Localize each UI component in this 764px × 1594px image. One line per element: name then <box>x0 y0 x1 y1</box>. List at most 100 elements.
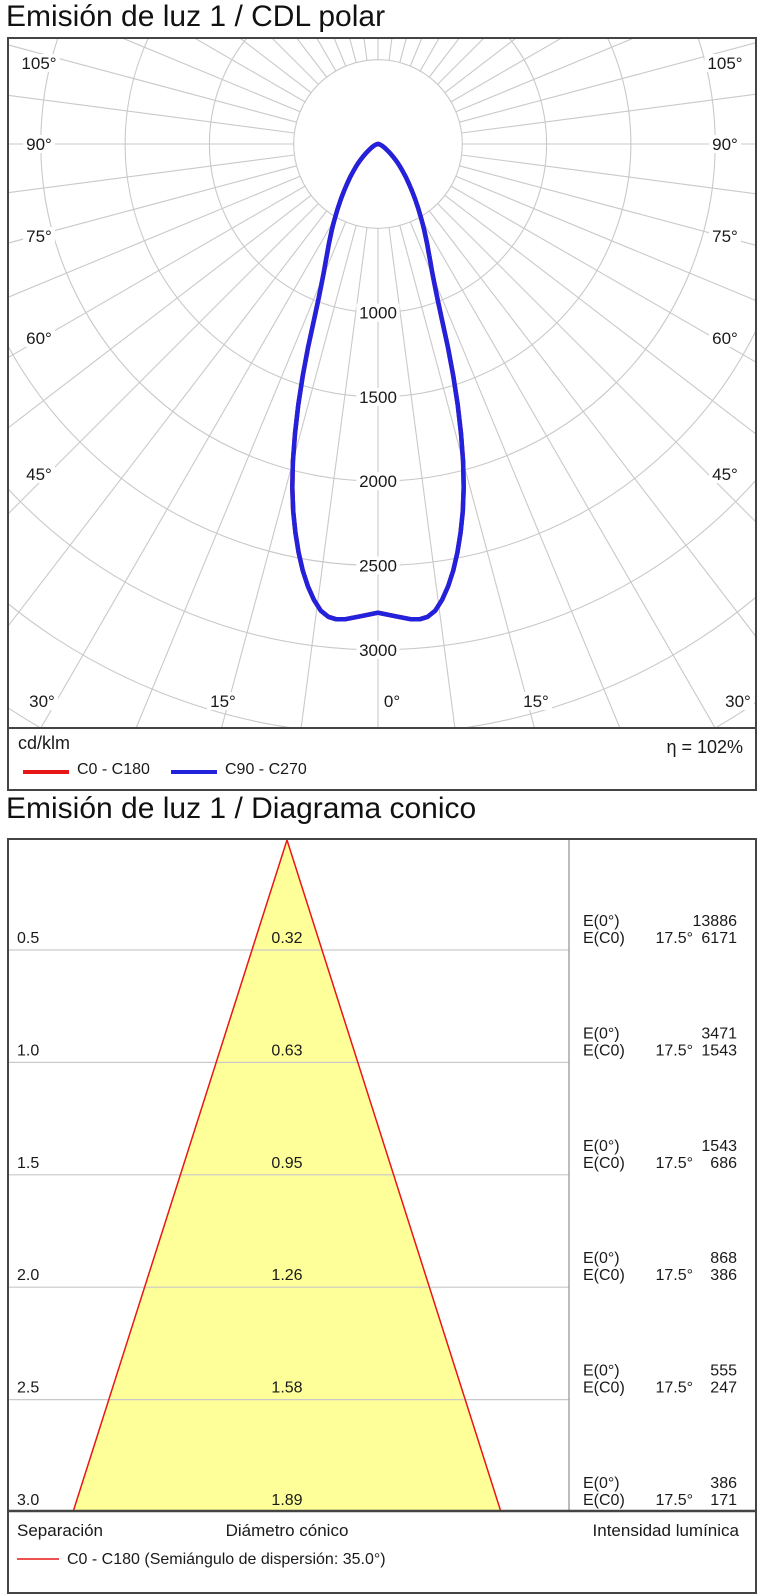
ec0-value: 247 <box>710 1380 737 1397</box>
footer-separation-label: Separación <box>17 1521 103 1540</box>
angle-label-bg <box>207 692 239 710</box>
e0-value: 3471 <box>701 1025 737 1042</box>
polar-grid-spoke <box>461 93 755 134</box>
polar-grid-spoke <box>399 225 535 727</box>
e0-value: 386 <box>710 1475 737 1492</box>
cone-diameter-value: 0.32 <box>271 930 302 947</box>
legend-label-c0-c180: C0 - C180 <box>77 761 150 778</box>
polar-grid-spoke <box>450 185 755 363</box>
e0-label: E(0°) <box>583 1138 620 1155</box>
polar-grid-spoke <box>9 165 297 244</box>
polar-chart-title: Emisión de luz 1 / CDL polar <box>6 0 386 33</box>
angle-label: 90° <box>712 135 738 154</box>
separation-value: 3.0 <box>17 1492 39 1509</box>
angle-label: 105° <box>21 54 56 73</box>
e0-label: E(0°) <box>583 913 620 930</box>
e0-value: 13886 <box>693 913 738 930</box>
angle-label-bg <box>709 227 741 245</box>
ring-label-bg <box>356 303 400 322</box>
ec0-value: 1543 <box>701 1042 737 1059</box>
polar-grid-ring <box>9 702 755 727</box>
ec0-label: E(C0) <box>583 930 625 947</box>
legend-line-c90-c270 <box>171 770 217 774</box>
separation-value: 2.5 <box>17 1380 39 1397</box>
cone-diameter-value: 0.95 <box>271 1155 302 1172</box>
polar-grid-spoke <box>409 39 423 67</box>
e0-label: E(0°) <box>583 1363 620 1380</box>
ring-value-label: 2500 <box>359 557 397 576</box>
angle-label: 30° <box>29 692 55 711</box>
ring-label-bg <box>356 387 400 406</box>
e0-value: 555 <box>710 1363 737 1380</box>
ring-value-label: 2000 <box>359 472 397 491</box>
angle-label: 30° <box>725 692 751 711</box>
ec0-angle: 17.5° <box>655 1380 693 1397</box>
ec0-label: E(C0) <box>583 1267 625 1284</box>
polar-grid-spoke <box>135 221 347 727</box>
ec0-value: 171 <box>710 1492 737 1509</box>
e0-value: 1543 <box>701 1138 737 1155</box>
cone-beam-outline <box>72 840 502 1513</box>
angle-label: 15° <box>210 692 236 711</box>
angle-label-bg <box>380 692 404 710</box>
angle-label-bg <box>23 329 55 347</box>
polar-grid-spoke <box>409 221 621 727</box>
polar-grid-spoke <box>388 227 456 727</box>
polar-grid-spoke <box>333 39 347 67</box>
polar-grid-spoke <box>428 210 755 637</box>
ec0-label: E(C0) <box>583 1042 625 1059</box>
ec0-value: 686 <box>710 1155 737 1172</box>
polar-diagram: 1000 1500 2000 2500 3000 105° 90° 75° 60° 45° 105°… <box>9 39 755 727</box>
polar-grid-spoke <box>9 194 312 428</box>
polar-legend: cd/klm η = 102% C0 - C180 C90 - C270 <box>9 727 755 789</box>
polar-chart-box: 1000 1500 2000 2500 3000 105° 90° 75° 60° 45° 105°… <box>7 37 757 791</box>
ec0-value: 6171 <box>701 930 737 947</box>
angle-label-bg <box>709 465 741 483</box>
polar-grid-spoke <box>9 203 319 514</box>
ec0-value: 386 <box>710 1267 737 1284</box>
ec0-angle: 17.5° <box>655 1492 693 1509</box>
e0-label: E(0°) <box>583 1250 620 1267</box>
ec0-label: E(C0) <box>583 1492 625 1509</box>
cone-diagram: 0.5 0.32 E(0°) 13886 E(C0) 17.5° 6171 1.0 0.63 E(… <box>9 840 755 1568</box>
ec0-angle: 17.5° <box>655 1042 693 1059</box>
polar-grid-spoke <box>461 154 755 195</box>
footer-diameter-label: Diámetro cónico <box>226 1521 349 1540</box>
separation-value: 1.0 <box>17 1042 39 1059</box>
angle-label-bg <box>23 227 55 245</box>
polar-grid-spoke <box>9 185 306 358</box>
cone-diameter-value: 1.58 <box>271 1380 302 1397</box>
angle-label-bg <box>23 135 55 153</box>
polar-grid-spoke <box>455 39 633 113</box>
angle-label-bg <box>709 329 741 347</box>
angle-label: 15° <box>523 692 549 711</box>
angle-label-bg <box>520 692 552 710</box>
cone-legend-label: C0 - C180 (Semiángulo de dispersión: 35.… <box>67 1551 386 1568</box>
unit-label: cd/klm <box>18 733 71 753</box>
cone-diameter-value: 1.89 <box>271 1492 302 1509</box>
legend-line-c0-c180 <box>23 770 69 774</box>
ec0-angle: 17.5° <box>655 1155 693 1172</box>
ring-label-bg <box>356 472 400 491</box>
e0-value: 868 <box>710 1250 737 1267</box>
ec0-label: E(C0) <box>583 1155 625 1172</box>
ec0-label: E(C0) <box>583 1380 625 1397</box>
angle-label: 105° <box>707 54 742 73</box>
angle-label-bg <box>23 465 55 483</box>
cone-beam-fill <box>73 840 501 1512</box>
efficiency-label: η = 102% <box>666 737 743 757</box>
angle-label-bg <box>26 692 58 710</box>
ring-label-bg <box>356 640 400 659</box>
polar-grid-spoke <box>9 175 301 298</box>
angle-label: 90° <box>26 135 52 154</box>
polar-grid-spoke <box>221 225 357 727</box>
e0-label: E(0°) <box>583 1025 620 1042</box>
polar-grid-spoke <box>123 39 301 113</box>
cone-chart-title: Emisión de luz 1 / Diagrama conico <box>6 792 477 825</box>
cone-diameter-value: 0.63 <box>271 1042 302 1059</box>
ec0-angle: 17.5° <box>655 930 693 947</box>
angle-label-bg <box>722 692 754 710</box>
polar-grid-spoke <box>40 216 337 727</box>
ring-value-label: 1500 <box>359 388 397 407</box>
